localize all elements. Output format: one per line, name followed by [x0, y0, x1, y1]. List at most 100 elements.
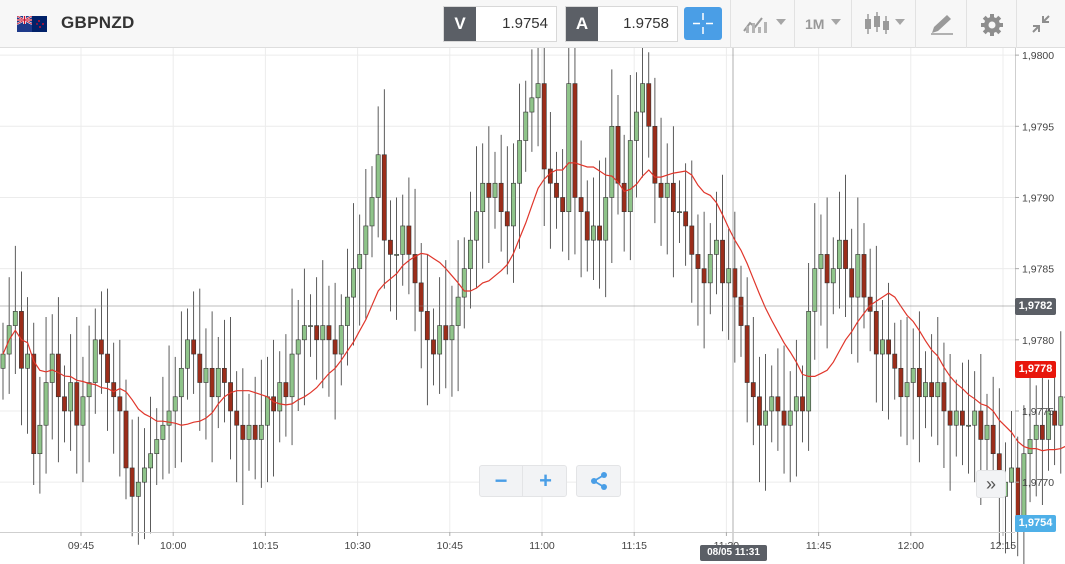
candle-bullish: [966, 359, 971, 474]
candle-bullish: [289, 288, 295, 446]
candle-bullish: [295, 299, 301, 411]
candle-bearish: [424, 254, 430, 406]
timeframe-label: 1M: [805, 16, 825, 32]
candle-bearish: [412, 188, 418, 332]
candle-bullish: [86, 325, 92, 463]
candle-bearish: [123, 379, 129, 500]
fullscreen-button[interactable]: [1016, 0, 1065, 48]
candle-bearish: [652, 77, 658, 224]
candle-bullish: [246, 393, 252, 471]
price-tick-label: 1,9780: [1022, 335, 1054, 347]
candle-bearish: [670, 126, 676, 278]
candle-bearish: [916, 311, 922, 463]
candle-bullish: [320, 260, 326, 389]
candle-bearish: [873, 245, 879, 403]
candle-bullish: [634, 72, 639, 198]
price-tick-label: 1,9790: [1022, 192, 1054, 204]
top-toolbar: GBPNZD V 1.9754 A 1.9758 1M: [0, 0, 1065, 48]
candle-bearish: [695, 214, 701, 326]
candle-bearish: [129, 419, 135, 537]
candle-bearish: [658, 117, 664, 246]
candle-bearish: [750, 317, 756, 446]
candle-bullish: [529, 49, 535, 152]
candle-bearish: [701, 211, 707, 349]
candle-bearish: [62, 365, 67, 443]
time-tick-label: 10:15: [252, 540, 278, 552]
candle-bullish: [511, 143, 516, 283]
candle-bearish: [738, 265, 744, 357]
time-tick-label: 09:45: [68, 540, 94, 552]
candle-bearish: [418, 243, 424, 369]
candle-bullish: [467, 191, 473, 309]
candle-bullish: [178, 311, 184, 463]
price-tick-label: 1,9785: [1022, 264, 1054, 276]
settings-button[interactable]: [966, 0, 1016, 48]
candle-bullish: [984, 393, 990, 471]
chart-type-button[interactable]: [851, 0, 915, 48]
candle-bearish: [1052, 362, 1058, 466]
time-tick-label: 11:45: [806, 540, 832, 552]
symbol-label[interactable]: GBPNZD: [61, 13, 135, 32]
crosshair-icon: [693, 13, 713, 34]
time-tick-label: 11:15: [621, 540, 647, 552]
candle-bullish: [215, 336, 221, 429]
candle-bearish: [222, 319, 227, 423]
candle-bullish: [363, 169, 369, 320]
share-button[interactable]: [576, 465, 621, 497]
candle-bearish: [55, 297, 61, 463]
candle-bullish: [517, 83, 522, 249]
candle-bullish: [43, 317, 49, 474]
zoom-in-button[interactable]: +: [524, 466, 567, 496]
candle-bullish: [92, 308, 98, 414]
sell-price-button[interactable]: V 1.9754: [443, 6, 557, 42]
candle-bearish: [843, 174, 848, 318]
candle-bullish: [763, 354, 768, 491]
crosshair-button[interactable]: [684, 7, 722, 40]
candle-bearish: [892, 322, 898, 400]
candle-bullish: [523, 80, 529, 172]
time-axis: 09:4510:0010:1510:3010:4511:0011:1511:30…: [68, 532, 1016, 552]
moving-average-price-tag: 1,9778: [1015, 361, 1056, 378]
candle-bearish: [615, 94, 621, 215]
candle-bullish: [590, 177, 596, 281]
time-tick-label: 10:45: [437, 540, 463, 552]
candle-bullish: [308, 294, 313, 357]
candle-bullish: [135, 416, 141, 545]
chevron-down-icon: [895, 19, 905, 25]
time-tick-label: 11:00: [529, 540, 555, 552]
candle-bullish: [394, 197, 399, 320]
candle-bullish: [37, 376, 43, 494]
time-tick-label: 10:30: [344, 540, 370, 552]
candle-bearish: [560, 149, 566, 252]
drawing-tools-button[interactable]: [915, 0, 966, 48]
candle-bearish: [19, 271, 24, 426]
candle-bearish: [744, 277, 750, 423]
current-price-tag: 1,9754: [1015, 515, 1056, 532]
chevron-down-icon: [776, 19, 786, 25]
timeframe-button[interactable]: 1M: [794, 0, 851, 48]
price-tick-label: 1,9775: [1022, 406, 1054, 418]
candle-bearish: [886, 282, 891, 420]
crosshair-price-tag: 1,9782: [1015, 298, 1056, 315]
candle-bearish: [996, 388, 1002, 545]
candle-bearish: [824, 197, 830, 349]
candle-bullish: [1033, 385, 1039, 497]
candle-bullish: [880, 299, 885, 411]
zoom-out-button[interactable]: −: [480, 466, 523, 496]
candle-bearish: [504, 146, 510, 275]
indicators-button[interactable]: [730, 0, 794, 48]
scroll-right-button[interactable]: »: [976, 470, 1006, 498]
time-tick-label: 10:00: [160, 540, 186, 552]
flag-icon: [17, 16, 47, 32]
zoom-in-icon: +: [539, 468, 552, 493]
candle-bearish: [381, 89, 387, 289]
candle-bullish: [400, 194, 406, 286]
candle-bullish: [726, 228, 732, 340]
candle-bearish: [234, 371, 240, 483]
candle-bullish: [855, 197, 861, 363]
candle-bearish: [105, 288, 110, 431]
candle-bullish: [1027, 373, 1033, 503]
candle-bullish: [713, 191, 719, 295]
candle-bearish: [689, 160, 695, 303]
buy-price-button[interactable]: A 1.9758: [565, 6, 678, 42]
